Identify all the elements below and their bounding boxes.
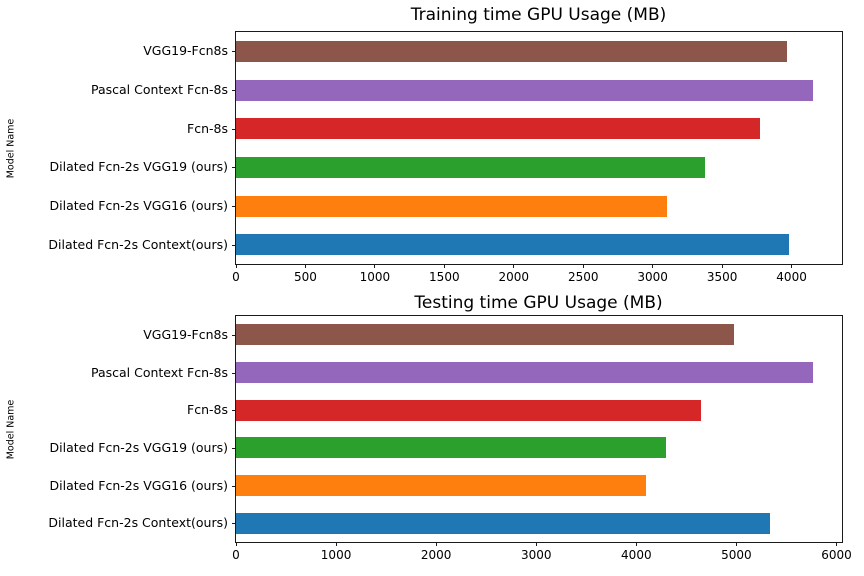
x-tick-mark <box>435 542 437 546</box>
x-tick-mark <box>835 542 837 546</box>
y-tick-mark <box>232 372 236 374</box>
testing-gpu-usage-chart: Testing time GPU Usage (MB) Model Name V… <box>0 288 864 576</box>
category-label: Dilated Fcn-2s Context(ours) <box>48 515 228 531</box>
y-axis-label-wrap: Model Name <box>2 31 20 265</box>
plot-area: VGG19-Fcn8s Pascal Context Fcn-8s Fcn-8s Di… <box>48 31 843 284</box>
x-tick-mark <box>304 264 306 268</box>
y-tick-mark <box>232 167 236 169</box>
x-tick-mark <box>721 264 723 268</box>
bar <box>236 437 667 459</box>
x-tick-mark <box>535 542 537 546</box>
chart-title: Training time GPU Usage (MB) <box>410 5 667 25</box>
y-tick-mark <box>232 447 236 449</box>
x-tick-mark <box>235 542 237 546</box>
bar <box>236 512 771 534</box>
bar <box>236 79 814 101</box>
category-label: VGG19-Fcn8s <box>143 43 228 59</box>
chart-title: Testing time GPU Usage (MB) <box>414 293 663 313</box>
y-tick-mark <box>232 410 236 412</box>
y-tick-mark <box>232 206 236 207</box>
category-label: Dilated Fcn-2s Context(ours) <box>48 236 228 252</box>
x-tick-label: 0 <box>232 548 240 562</box>
x-tick-label: 2000 <box>420 548 452 562</box>
category-label: Fcn-8s <box>187 120 228 136</box>
x-tick-mark <box>374 264 376 268</box>
bar <box>236 156 705 178</box>
bar <box>236 399 702 421</box>
x-tick-label: 5000 <box>721 548 752 562</box>
x-tick-label: 2000 <box>498 270 530 284</box>
y-tick-mark <box>232 90 236 91</box>
x-tick-label: 1000 <box>320 548 352 562</box>
y-tick-mark <box>232 334 236 336</box>
bar <box>236 324 735 346</box>
bar <box>236 234 790 256</box>
training-gpu-usage-chart: Training time GPU Usage (MB) Model Name … <box>2 5 843 284</box>
y-axis-label-wrap: Model Name <box>2 315 20 543</box>
x-tick-label: 2500 <box>567 270 599 284</box>
bar <box>236 195 668 217</box>
x-tick-label: 0 <box>232 270 240 284</box>
x-tick-label: 4000 <box>776 270 807 284</box>
bar <box>236 118 760 140</box>
x-tick-label: 3000 <box>637 270 668 284</box>
y-tick-mark <box>232 523 236 525</box>
x-tick-mark <box>335 542 337 546</box>
bar <box>236 362 813 383</box>
x-tick-mark <box>443 264 445 268</box>
x-tick-label: 1000 <box>359 270 391 284</box>
bar <box>236 40 787 62</box>
x-tick-mark <box>791 264 793 268</box>
category-label: VGG19-Fcn8s <box>143 326 228 342</box>
category-label: Dilated Fcn-2s VGG16 (ours) <box>49 477 228 493</box>
x-tick-label: 6000 <box>821 548 852 562</box>
y-tick-mark <box>232 128 236 130</box>
plot-area: VGG19-Fcn8s Pascal Context Fcn-8s Fcn-8s Di… <box>48 315 852 562</box>
x-tick-mark <box>635 542 637 546</box>
x-tick-mark <box>513 264 515 268</box>
y-tick-mark <box>232 244 236 246</box>
x-tick-label: 4000 <box>621 548 652 562</box>
y-tick-mark <box>232 51 236 53</box>
y-tick-mark <box>232 485 236 487</box>
x-tick-label: 500 <box>293 270 317 284</box>
category-label: Pascal Context Fcn-8s <box>90 364 228 380</box>
category-label: Dilated Fcn-2s VGG16 (ours) <box>49 198 228 213</box>
x-tick-mark <box>735 542 737 546</box>
x-tick-label: 3000 <box>520 548 552 562</box>
x-tick-mark <box>235 264 237 268</box>
x-tick-mark <box>582 264 584 268</box>
x-tick-label: 3500 <box>706 270 738 284</box>
bar <box>236 475 646 496</box>
x-tick-label: 1500 <box>429 270 460 284</box>
category-label: Dilated Fcn-2s VGG19 (ours) <box>49 159 228 175</box>
x-tick-mark <box>652 264 654 268</box>
category-label: Dilated Fcn-2s VGG19 (ours) <box>49 439 228 455</box>
category-label: Pascal Context Fcn-8s <box>90 82 228 97</box>
category-label: Fcn-8s <box>187 402 228 418</box>
